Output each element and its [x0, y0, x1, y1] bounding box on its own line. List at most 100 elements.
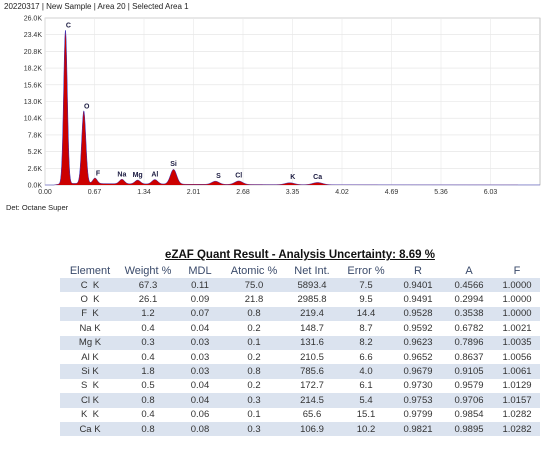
x-tick-label: 0.67 — [88, 189, 102, 196]
value-cell: 0.06 — [176, 407, 224, 422]
value-cell: 0.04 — [176, 393, 224, 408]
table-row: Si K 1.8 0.03 0.8 785.6 4.0 0.9679 0.9105 1.0061 — [60, 364, 540, 379]
value-cell: 9.5 — [340, 292, 392, 307]
peak-label-o: O — [84, 103, 90, 110]
value-cell: 0.8637 — [444, 349, 494, 365]
value-cell: 148.7 — [284, 321, 340, 336]
y-tick-labels: 0.0K 2.6K 5.2K 7.8K 10.4K 13.0K 15.6K 18.2K 20.8… — [24, 16, 43, 190]
value-cell: 0.07 — [176, 306, 224, 322]
value-cell: 0.7896 — [444, 335, 494, 350]
value-cell: 5.4 — [340, 393, 392, 408]
value-cell: 0.9854 — [444, 407, 494, 422]
y-tick-label: 13.0K — [24, 99, 43, 106]
value-cell: 0.9491 — [392, 292, 444, 307]
value-cell: 785.6 — [284, 364, 340, 379]
value-cell: 14.4 — [340, 306, 392, 322]
value-cell: 1.0061 — [494, 364, 540, 379]
value-cell: 15.1 — [340, 407, 392, 422]
y-tick-label: 23.4K — [24, 32, 43, 39]
table-row: Al K 0.4 0.03 0.2 210.5 6.6 0.9652 0.8637 1.0056 — [60, 349, 540, 365]
value-cell: 1.0282 — [494, 421, 540, 437]
y-tick-label: 15.6K — [24, 82, 43, 89]
value-cell: 5893.4 — [284, 278, 340, 293]
x-tick-label: 3.35 — [286, 189, 300, 196]
value-cell: 1.0129 — [494, 378, 540, 394]
value-cell: 219.4 — [284, 306, 340, 322]
y-tick-label: 2.6K — [28, 166, 43, 173]
quant-table-title: eZAF Quant Result - Analysis Uncertainty… — [165, 249, 435, 261]
y-tick-label: 5.2K — [28, 149, 43, 156]
table-row: F K 1.2 0.07 0.8 219.4 14.4 0.9528 0.3538 1.0000 — [60, 306, 540, 322]
value-cell: 75.0 — [224, 278, 284, 293]
value-cell: 1.0282 — [494, 407, 540, 422]
value-cell: 0.4566 — [444, 278, 494, 293]
peak-label-f: F — [96, 171, 101, 178]
peak-label-na: Na — [117, 172, 126, 179]
value-cell: 0.1 — [224, 407, 284, 422]
value-cell: 0.9401 — [392, 278, 444, 293]
peak-label-si: Si — [170, 161, 177, 168]
value-cell: 0.2 — [224, 321, 284, 336]
peak-labels: C O F Na Mg Al Si S Cl K Ca — [66, 22, 322, 181]
value-cell: 0.04 — [176, 321, 224, 336]
value-cell: 67.3 — [120, 278, 176, 293]
column-header: Error % — [347, 265, 385, 277]
value-cell: 0.03 — [176, 364, 224, 379]
value-cell: 210.5 — [284, 349, 340, 365]
spectrum-series — [45, 30, 540, 186]
value-cell: 6.1 — [340, 378, 392, 394]
value-cell: 0.9623 — [392, 335, 444, 350]
value-cell: 0.9799 — [392, 407, 444, 422]
element-cell: Si K — [60, 364, 120, 379]
detector-label: Det: Octane Super — [6, 203, 69, 212]
table-header-row: Element Weight % MDL Atomic % Net Int. Error … — [60, 264, 540, 278]
value-cell: 0.9753 — [392, 393, 444, 408]
peak-label-ca: Ca — [313, 174, 322, 181]
value-cell: 10.2 — [340, 421, 392, 437]
element-cell: Mg K — [60, 335, 120, 350]
peak-label-c: C — [66, 22, 71, 29]
value-cell: 0.4 — [120, 349, 176, 365]
y-tick-label: 20.8K — [24, 49, 43, 56]
value-cell: 0.9652 — [392, 349, 444, 365]
spectrum-outline — [45, 30, 540, 186]
value-cell: 1.0000 — [494, 306, 540, 322]
value-cell: 1.0000 — [494, 278, 540, 293]
value-cell: 7.5 — [340, 278, 392, 293]
x-tick-label: 2.68 — [236, 189, 250, 196]
element-cell: Al K — [60, 349, 120, 365]
table-row: O K 26.1 0.09 21.8 2985.8 9.5 0.9491 0.2994 1.00… — [60, 292, 540, 307]
spectrum-title: 20220317 | New Sample | Area 20 | Select… — [4, 2, 189, 11]
element-cell: O K — [60, 292, 120, 307]
value-cell: 1.2 — [120, 306, 176, 322]
peak-label-al: Al — [151, 172, 158, 179]
value-cell: 0.09 — [176, 292, 224, 307]
peak-label-s: S — [216, 173, 221, 180]
value-cell: 0.4 — [120, 407, 176, 422]
element-cell: C K — [60, 278, 120, 293]
column-header: A — [465, 265, 473, 277]
value-cell: 1.0157 — [494, 393, 540, 408]
value-cell: 0.03 — [176, 349, 224, 365]
value-cell: 4.0 — [340, 364, 392, 379]
column-header: Element — [69, 265, 111, 277]
value-cell: 26.1 — [120, 292, 176, 307]
value-cell: 1.8 — [120, 364, 176, 379]
column-header: F — [513, 265, 521, 277]
x-tick-label: 5.36 — [434, 189, 448, 196]
element-cell: Ca K — [60, 421, 120, 437]
peak-label-k: K — [290, 174, 295, 181]
value-cell: 0.8 — [224, 306, 284, 322]
value-cell: 0.3 — [120, 335, 176, 350]
value-cell: 1.0021 — [494, 321, 540, 336]
value-cell: 1.0000 — [494, 292, 540, 307]
table-row: K K 0.4 0.06 0.1 65.6 15.1 0.9799 0.9854 1.0282 — [60, 407, 540, 422]
x-tick-label: 0.00 — [38, 189, 52, 196]
value-cell: 0.2994 — [444, 292, 494, 307]
value-cell: 0.9528 — [392, 306, 444, 322]
x-tick-label: 6.03 — [484, 189, 498, 196]
element-cell: F K — [60, 306, 120, 322]
value-cell: 0.9579 — [444, 378, 494, 394]
column-header: MDL — [188, 265, 212, 277]
column-header: Weight % — [124, 265, 172, 277]
